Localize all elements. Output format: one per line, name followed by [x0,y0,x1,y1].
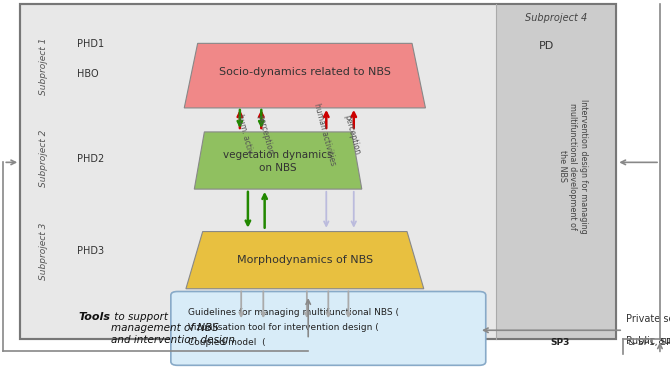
FancyBboxPatch shape [20,4,616,339]
Text: Public authority parties: Public authority parties [626,336,670,346]
Text: PHD2: PHD2 [77,154,105,164]
Text: SP3: SP3 [550,338,570,346]
Text: Intervention design for managing
multifunctional development of
the NBS: Intervention design for managing multifu… [558,99,588,234]
Text: Subproject 3: Subproject 3 [39,222,48,280]
Text: Subproject 4: Subproject 4 [525,13,587,23]
FancyBboxPatch shape [496,4,616,339]
Polygon shape [194,132,362,189]
Text: perception: perception [255,114,274,156]
Text: perception: perception [342,114,361,156]
Text: PHD3: PHD3 [77,246,104,256]
Text: human activities: human activities [312,103,338,167]
Text: Private sector parties: Private sector parties [626,314,670,324]
Text: on NBS: on NBS [259,163,297,173]
Text: hum. activ.: hum. activ. [234,113,255,156]
FancyBboxPatch shape [171,292,486,365]
Text: PHD1: PHD1 [77,39,104,49]
Text: vegetation dynamics: vegetation dynamics [223,150,333,160]
Text: Guidelines for managing multifunctional NBS (: Guidelines for managing multifunctional … [188,308,399,317]
Text: Subproject 2: Subproject 2 [39,130,48,187]
Text: Tools: Tools [78,312,111,322]
Text: & SP1, SP2, SP4): & SP1, SP2, SP4) [624,338,670,346]
Text: to support
management of NBS
and intervention design: to support management of NBS and interve… [111,312,234,345]
Polygon shape [184,43,425,108]
Text: PD: PD [539,41,553,51]
Text: Socio-dynamics related to NBS: Socio-dynamics related to NBS [219,67,391,77]
Text: Morphodynamics of NBS: Morphodynamics of NBS [237,255,373,265]
Text: Vizualisation tool for intervention design (: Vizualisation tool for intervention desi… [188,323,379,332]
Text: Coupled model  (: Coupled model ( [188,338,265,346]
Text: HBO: HBO [77,69,98,79]
Text: Subproject 1: Subproject 1 [39,38,48,95]
Polygon shape [186,232,424,289]
